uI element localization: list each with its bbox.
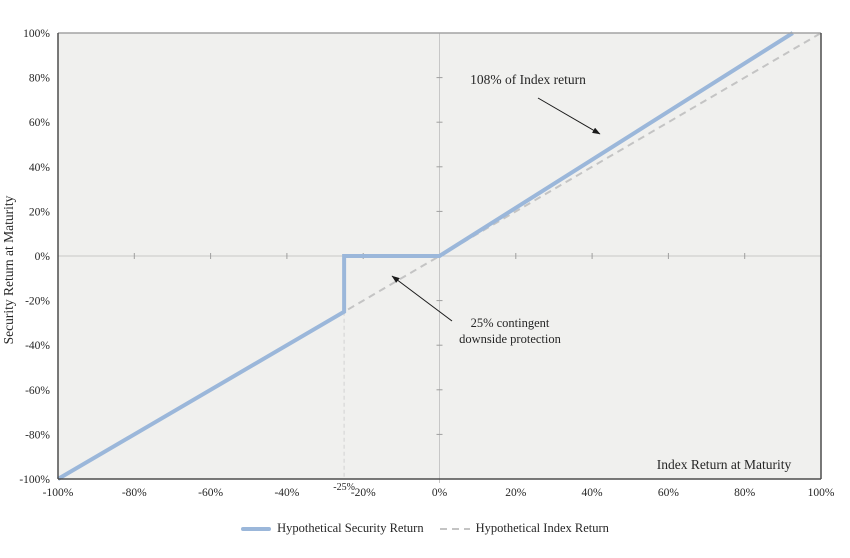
y-tick-label: 60% [29, 117, 51, 129]
annotation-arrow-upside [537, 97, 601, 135]
annotation-upside-text: 108% of Index return [470, 72, 586, 87]
y-tick-label: -100% [19, 474, 50, 486]
y-tick-label: -20% [25, 296, 50, 308]
legend-swatch-index-line [439, 527, 470, 530]
y-tick-label: 100% [23, 28, 50, 40]
annotation-protection-text-line1: 25% contingent [471, 316, 550, 330]
legend-label-security: Hypothetical Security Return [277, 521, 424, 535]
x-tick-label: 0% [432, 487, 448, 499]
x-tick-label: -100% [43, 487, 74, 499]
legend-item-index: Hypothetical Index Return [439, 521, 609, 536]
x-tick-label: -20% [351, 487, 376, 499]
legend: Hypothetical Security Return Hypothetica… [0, 521, 850, 536]
x-tick-label: 80% [734, 487, 756, 499]
legend-label-index: Hypothetical Index Return [475, 521, 609, 535]
x-tick-label: 40% [582, 487, 604, 499]
tick-labels: -100% -80% -60% -40% -20% 0% 20% 40% 60% 80% 100% -… [19, 28, 835, 499]
x-tick-label-special: -25% [333, 482, 355, 493]
legend-item-security: Hypothetical Security Return [241, 521, 424, 536]
x-tick-label: 20% [505, 487, 527, 499]
x-tick-label: -60% [198, 487, 223, 499]
y-tick-label: -40% [25, 340, 50, 352]
x-tick-label: -40% [274, 487, 299, 499]
x-tick-label: -80% [122, 487, 147, 499]
legend-swatch-security-line [241, 526, 272, 531]
y-axis-title: Security Return at Maturity [1, 195, 16, 344]
y-tick-label: -60% [25, 385, 50, 397]
y-tick-label: 40% [29, 162, 51, 174]
y-tick-label: 80% [29, 73, 51, 85]
y-tick-label: -80% [25, 429, 50, 441]
series-line-security [56, 31, 794, 481]
annotation-protection-text-line2: downside protection [459, 332, 561, 346]
y-tick-label: 20% [29, 206, 51, 218]
x-tick-label: 100% [808, 487, 835, 499]
series-layer [56, 31, 822, 481]
y-tick-label: 0% [35, 251, 51, 263]
annotation-arrow-protection [391, 275, 453, 322]
x-tick-label: 60% [658, 487, 680, 499]
x-axis-title: Index Return at Maturity [657, 457, 792, 472]
